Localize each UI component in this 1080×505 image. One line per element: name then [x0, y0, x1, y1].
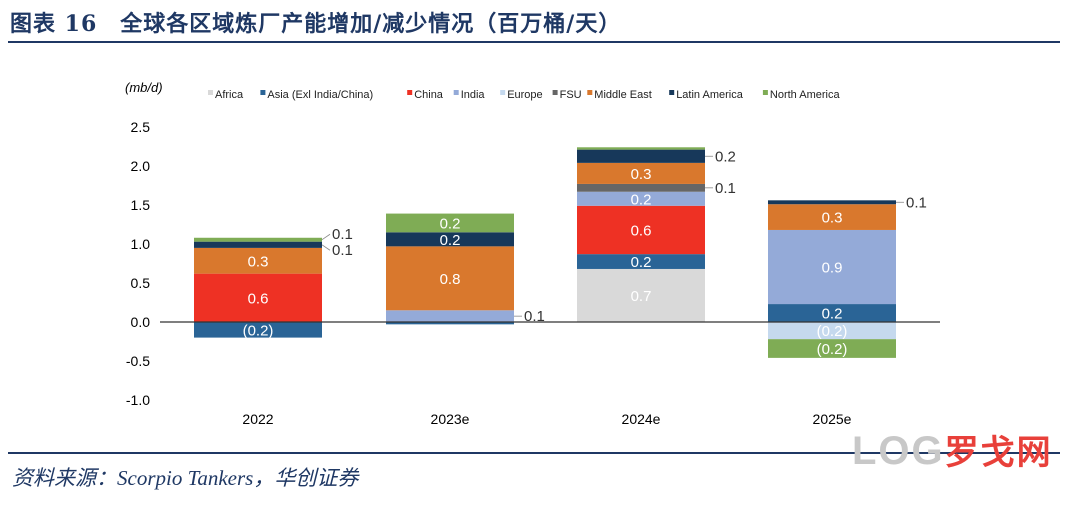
bar-segment [768, 339, 896, 358]
bar-segment [386, 246, 514, 311]
footer-divider [8, 452, 1060, 454]
legend-entry: Africa [215, 89, 244, 101]
data-label: 0.2 [822, 306, 843, 323]
bar-segment [577, 268, 705, 322]
bar-segment [194, 273, 322, 322]
label-leader-line [321, 233, 331, 241]
legend-swatch [587, 90, 593, 95]
y-tick-label: 0.5 [131, 275, 151, 291]
data-label: 0.9 [822, 260, 843, 277]
y-tick-label: 2.0 [131, 158, 151, 174]
legend-swatch [669, 90, 675, 95]
legend-swatch [762, 90, 768, 95]
legend-swatch [407, 90, 413, 95]
data-label: 0.8 [440, 271, 461, 288]
legend-swatch [260, 90, 266, 95]
data-label: 0.6 [631, 222, 652, 239]
legend-entry: Asia (Exl India/China) [267, 89, 373, 101]
legend-entry: Europe [507, 89, 542, 101]
x-tick-label: 2024e [622, 411, 661, 427]
title-divider [8, 41, 1060, 43]
x-tick-label: 2025e [813, 411, 852, 427]
bar-segment [386, 322, 514, 325]
bar-segment [577, 191, 705, 206]
bar-segment [194, 241, 322, 248]
data-label: 0.1 [524, 308, 545, 325]
data-label: 0.2 [440, 232, 461, 249]
data-label: 0.1 [715, 180, 736, 197]
data-label: 0.3 [822, 210, 843, 227]
data-label: 0.2 [440, 215, 461, 232]
data-label: 0.1 [906, 194, 927, 211]
bar-segment [768, 200, 896, 205]
legend-entry: India [461, 89, 486, 101]
bar-segment [577, 183, 705, 192]
legend-entry: FSU [560, 89, 582, 101]
y-tick-label: 1.0 [131, 236, 151, 252]
legend-entry: Middle East [594, 89, 651, 101]
source-note: 资料来源：Scorpio Tankers，华创证券 [12, 466, 359, 490]
data-label: 0.3 [631, 166, 652, 183]
y-tick-label: -0.5 [126, 353, 150, 369]
label-leader-line [321, 244, 331, 251]
data-label: 0.2 [715, 148, 736, 165]
bar-segment [768, 304, 896, 322]
y-axis-label: (mb/d) [125, 80, 163, 95]
legend-entry: China [414, 89, 444, 101]
y-tick-label: 1.5 [131, 197, 151, 213]
bar-segment [768, 204, 896, 230]
data-label: 0.2 [631, 191, 652, 208]
legend-swatch [552, 90, 558, 95]
y-tick-label: 0.0 [131, 314, 151, 330]
data-label: 0.6 [248, 290, 269, 307]
legend-swatch [453, 90, 459, 95]
bar-segment [577, 254, 705, 269]
bar-segment [386, 232, 514, 247]
bar-segment [577, 149, 705, 163]
bar-segment [577, 147, 705, 150]
data-label: 0.1 [332, 226, 353, 243]
figure-title: 图表 16 全球各区域炼厂产能增加/减少情况（百万桶/天） [10, 11, 622, 37]
bar-segment [768, 322, 896, 340]
legend-swatch [500, 90, 506, 95]
bar-segment [194, 237, 322, 242]
bar-segment [768, 229, 896, 305]
data-label: (0.2) [817, 323, 848, 340]
legend-swatch [208, 90, 213, 95]
bar-segment [577, 162, 705, 184]
logo: LOG罗戈网 [852, 429, 1053, 473]
data-label: 0.3 [248, 253, 269, 270]
data-label: 0.1 [332, 242, 353, 259]
bar-segment [194, 247, 322, 274]
data-label: (0.2) [243, 322, 274, 339]
bar-segment [386, 310, 514, 322]
bar-segment [577, 205, 705, 255]
y-tick-label: 2.5 [131, 119, 151, 135]
legend-entry: North America [770, 89, 841, 101]
y-tick-label: -1.0 [126, 392, 150, 408]
legend-entry: Latin America [676, 89, 744, 101]
x-tick-label: 2023e [431, 411, 470, 427]
x-tick-label: 2022 [242, 411, 273, 427]
data-label: 0.7 [631, 288, 652, 305]
data-label: 0.2 [631, 254, 652, 271]
bar-segment [194, 322, 322, 338]
data-label: (0.2) [817, 341, 848, 358]
bar-segment [386, 213, 514, 233]
